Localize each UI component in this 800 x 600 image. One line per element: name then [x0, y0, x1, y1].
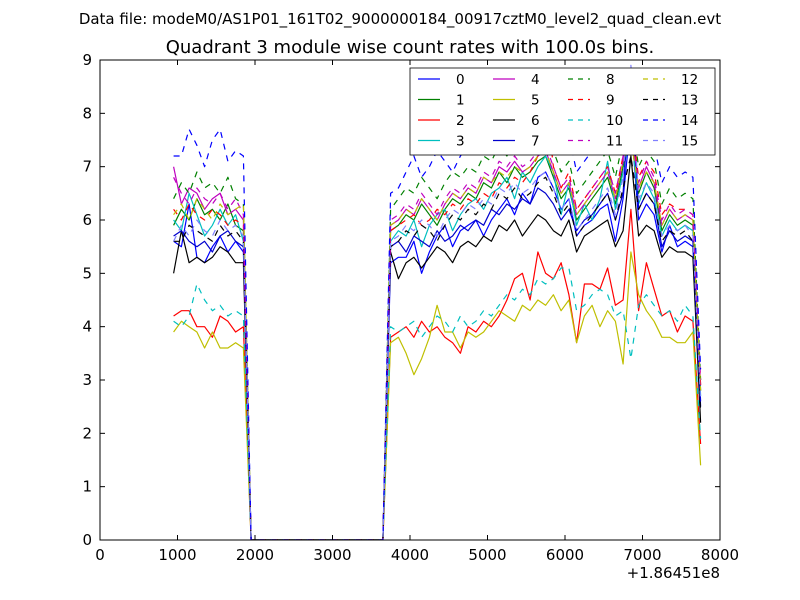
series-line-2	[173, 208, 702, 540]
ticks-layer: 0 1000 2000 3000 4000 5000 6000 7000 80000123456…	[82, 51, 739, 564]
y-tick-label: 5	[82, 264, 92, 282]
legend-label-0: 0	[456, 72, 465, 88]
chart-title: Quadrant 3 module wise count rates with …	[166, 37, 655, 58]
y-tick-label: 7	[82, 158, 92, 176]
legend-label-9: 9	[606, 93, 615, 109]
y-tick-label: 9	[82, 51, 92, 69]
chart-suptitle: Data file: modeM0/AS1P01_161T02_90000001…	[79, 10, 721, 29]
series-line-10	[173, 267, 702, 540]
x-tick-label: 4000	[391, 546, 429, 564]
legend-label-11: 11	[606, 134, 623, 150]
legend-label-7: 7	[531, 134, 540, 150]
x-tick-label: 8000	[701, 546, 739, 564]
x-tick-label: 1000	[158, 546, 196, 564]
legend-label-13: 13	[681, 93, 698, 109]
y-tick-label: 6	[82, 211, 92, 229]
x-tick-label: 3000	[313, 546, 351, 564]
x-tick-label: 5000	[468, 546, 506, 564]
x-tick-label: 0	[95, 546, 105, 564]
legend-label-10: 10	[606, 113, 623, 129]
x-tick-label: 2000	[236, 546, 274, 564]
x-tick-label: 6000	[546, 546, 584, 564]
y-tick-label: 1	[82, 478, 92, 496]
series-line-6	[173, 155, 702, 540]
y-tick-label: 2	[82, 424, 92, 442]
legend-label-3: 3	[456, 134, 465, 150]
legend-label-6: 6	[531, 113, 540, 129]
legend-label-8: 8	[606, 72, 615, 88]
legend-label-14: 14	[681, 113, 698, 129]
legend-label-12: 12	[681, 72, 698, 88]
series-line-15	[173, 64, 702, 540]
x-tick-label: 7000	[623, 546, 661, 564]
legend-label-2: 2	[456, 113, 465, 129]
legend-label-1: 1	[456, 93, 465, 109]
y-tick-label: 3	[82, 371, 92, 389]
series-line-5	[173, 251, 702, 540]
legend-box	[409, 67, 716, 156]
legend-label-15: 15	[681, 134, 698, 150]
legend-label-5: 5	[531, 93, 540, 109]
y-tick-label: 8	[82, 104, 92, 122]
y-tick-label: 4	[82, 318, 92, 336]
y-tick-label: 0	[82, 531, 92, 549]
series-line-13	[173, 155, 702, 540]
legend-label-4: 4	[531, 72, 540, 88]
x-offset-label: +1.86451e8	[627, 564, 720, 582]
